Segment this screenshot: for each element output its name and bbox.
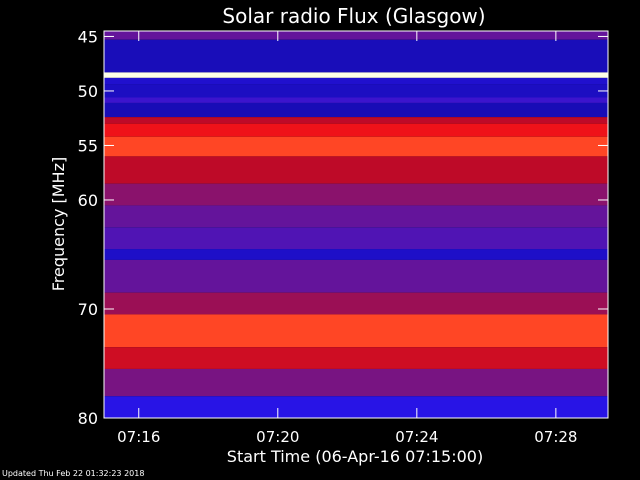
y-tick-label: 60	[78, 191, 98, 210]
spectrogram-band	[104, 396, 608, 418]
spectrogram-band	[104, 84, 608, 98]
x-tick-label: 07:24	[395, 428, 438, 446]
y-tick-label: 70	[78, 300, 98, 319]
spectrogram-band	[104, 136, 608, 157]
x-axis: 07:16 07:20 07:24 07:28	[117, 31, 577, 446]
spectrogram-band	[104, 77, 608, 85]
spectrogram-band	[104, 227, 608, 250]
spectrogram-band	[104, 117, 608, 124]
spectrogram-band	[104, 123, 608, 137]
updated-timestamp: Updated Thu Feb 22 01:32:23 2018	[2, 469, 145, 478]
spectrogram-band	[104, 249, 608, 260]
spectrogram-band	[104, 97, 608, 103]
spectrogram-band	[104, 72, 608, 78]
chart-title: Solar radio Flux (Glasgow)	[222, 4, 485, 28]
spectrogram-band	[104, 259, 608, 293]
y-axis-label: Frequency [MHz]	[49, 157, 68, 291]
plot-area	[104, 31, 608, 418]
spectrogram-band	[104, 39, 608, 73]
spectrogram-band	[104, 102, 608, 118]
y-tick-label: 80	[78, 409, 98, 428]
x-tick-label: 07:28	[534, 428, 577, 446]
y-axis: 45 50 55 60 70 80	[78, 27, 608, 428]
spectrogram-band	[104, 183, 608, 206]
y-tick-label: 50	[78, 82, 98, 101]
spectrogram-band	[104, 292, 608, 315]
spectrogram-band	[104, 31, 608, 40]
y-tick-label: 45	[78, 27, 98, 46]
spectrogram-band	[104, 314, 608, 348]
plot-frame	[103, 30, 609, 419]
spectrogram-band	[104, 156, 608, 184]
spectrogram-band	[104, 368, 608, 397]
y-tick-label: 55	[78, 136, 98, 155]
x-tick-label: 07:20	[256, 428, 299, 446]
x-axis-label: Start Time (06-Apr-16 07:15:00)	[227, 447, 483, 466]
spectrogram-band	[104, 205, 608, 228]
x-tick-label: 07:16	[117, 428, 160, 446]
spectrogram-band	[104, 347, 608, 369]
